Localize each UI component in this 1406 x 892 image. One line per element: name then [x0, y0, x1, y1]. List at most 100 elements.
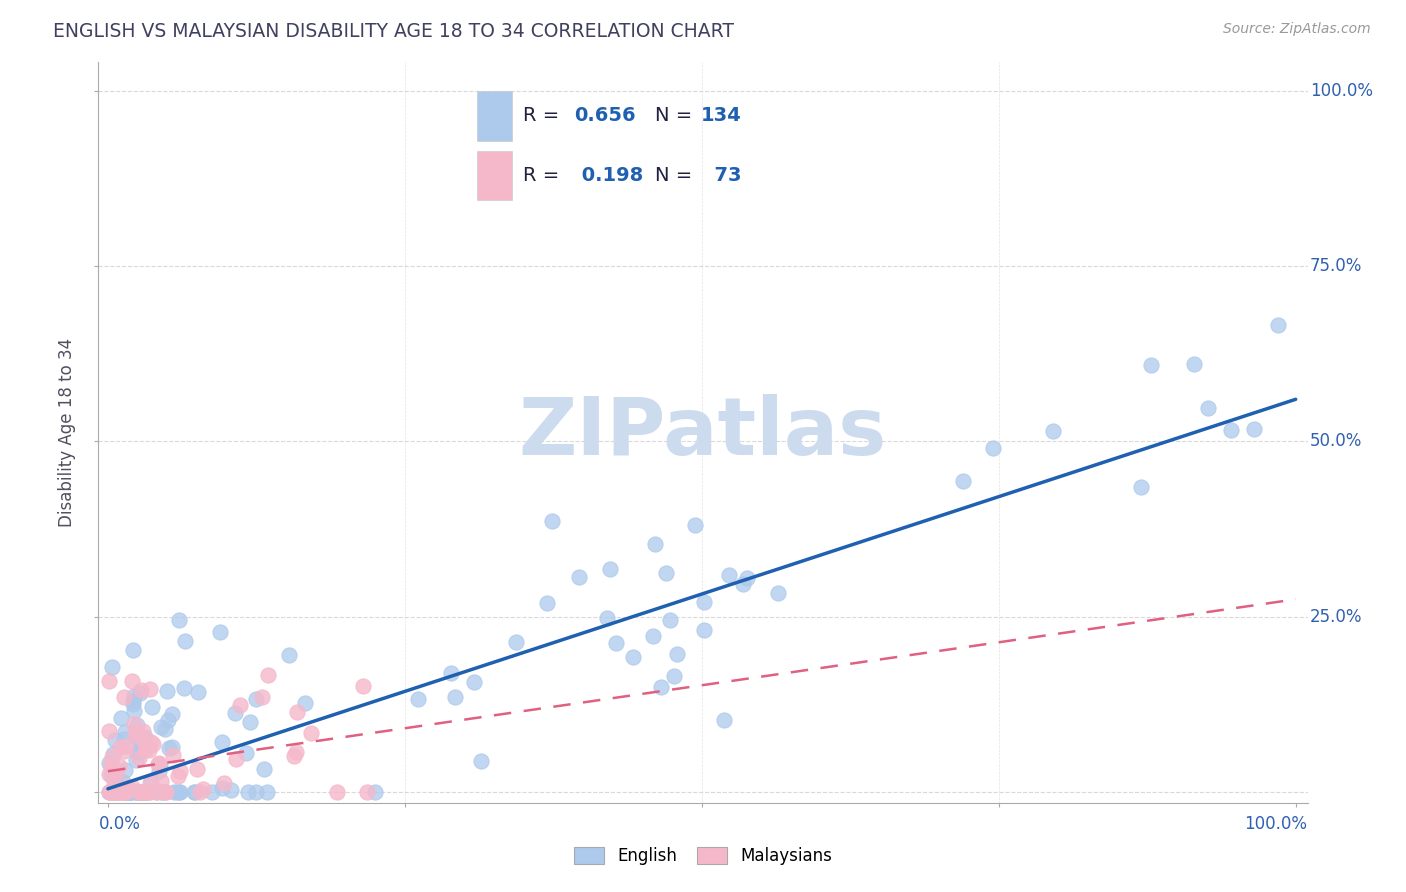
Point	[98, 766, 121, 780]
Point	[169, 764, 191, 778]
Point	[186, 762, 208, 776]
Point	[621, 649, 644, 664]
Point	[536, 596, 558, 610]
Point	[122, 693, 145, 707]
Point	[173, 681, 195, 695]
Point	[107, 784, 129, 798]
Point	[605, 636, 627, 650]
Point	[238, 784, 260, 798]
Point	[326, 784, 349, 798]
Point	[138, 742, 160, 756]
Point	[167, 784, 190, 798]
Point	[103, 784, 125, 798]
Point	[235, 746, 257, 760]
Point	[101, 784, 124, 798]
Point	[127, 784, 149, 798]
Point	[599, 562, 621, 576]
Point	[132, 784, 155, 798]
Point	[356, 784, 378, 798]
Point	[211, 735, 233, 749]
Point	[139, 774, 162, 789]
Point	[100, 660, 122, 674]
Point	[150, 784, 173, 798]
Point	[118, 784, 141, 798]
Point	[104, 764, 127, 779]
Point	[114, 725, 136, 739]
Point	[160, 707, 183, 722]
Point	[641, 629, 664, 643]
Point	[98, 756, 121, 770]
Point	[129, 784, 152, 798]
Point	[463, 675, 485, 690]
Point	[1140, 358, 1163, 372]
Point	[127, 784, 149, 798]
Point	[128, 784, 150, 798]
Point	[98, 674, 121, 689]
Point	[224, 706, 246, 720]
Point	[193, 782, 215, 797]
Point	[135, 784, 157, 798]
Point	[169, 784, 191, 798]
Point	[108, 739, 131, 754]
Point	[156, 684, 179, 698]
Point	[187, 685, 209, 699]
Point	[174, 633, 197, 648]
Point	[142, 738, 165, 752]
Point	[125, 753, 148, 767]
Point	[117, 784, 139, 798]
Point	[108, 759, 131, 773]
Point	[124, 784, 146, 798]
Point	[153, 723, 176, 737]
Point	[110, 784, 132, 798]
Point	[225, 752, 247, 766]
Point	[112, 784, 135, 798]
Point	[150, 774, 173, 789]
Point	[124, 704, 146, 718]
Legend: English, Malaysians: English, Malaysians	[574, 847, 832, 865]
Point	[120, 784, 142, 798]
Point	[654, 566, 676, 580]
Point	[148, 756, 170, 771]
Point	[692, 624, 714, 638]
Point	[114, 763, 136, 777]
Point	[299, 726, 322, 740]
Point	[219, 783, 242, 797]
Point	[505, 635, 527, 649]
Point	[139, 776, 162, 790]
Text: 0.0%: 0.0%	[98, 814, 141, 833]
Point	[245, 784, 267, 798]
Point	[1129, 480, 1152, 494]
Point	[1243, 422, 1265, 436]
Point	[117, 784, 139, 798]
Point	[1267, 318, 1289, 332]
Point	[105, 784, 128, 798]
Point	[112, 731, 135, 746]
Point	[134, 784, 156, 798]
Point	[121, 674, 143, 689]
Point	[146, 757, 169, 772]
Point	[212, 776, 235, 790]
Point	[141, 699, 163, 714]
Point	[122, 717, 145, 731]
Point	[1220, 423, 1243, 437]
Point	[100, 784, 122, 798]
Point	[112, 784, 135, 798]
Point	[287, 705, 309, 719]
Point	[169, 614, 191, 628]
Text: 100.0%: 100.0%	[1244, 814, 1308, 833]
Point	[114, 784, 136, 798]
Point	[129, 784, 152, 798]
Point	[115, 784, 138, 798]
Point	[735, 570, 758, 584]
Point	[108, 783, 131, 797]
Point	[129, 683, 152, 698]
Point	[105, 764, 128, 779]
Point	[127, 732, 149, 747]
Point	[101, 780, 124, 795]
Point	[101, 747, 124, 761]
Point	[981, 441, 1004, 455]
Point	[98, 723, 121, 738]
Point	[112, 690, 135, 704]
Point	[100, 758, 122, 772]
Point	[100, 784, 122, 798]
